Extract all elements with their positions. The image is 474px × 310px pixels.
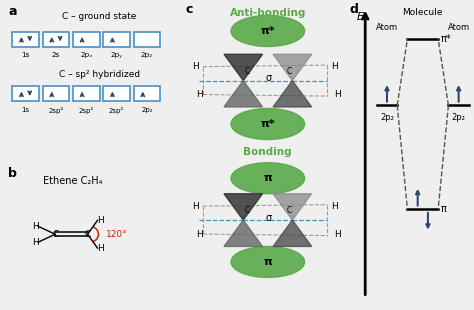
- Text: 2s: 2s: [52, 52, 60, 58]
- Polygon shape: [273, 220, 311, 246]
- Text: d: d: [350, 3, 359, 16]
- Text: C: C: [244, 206, 249, 215]
- Polygon shape: [273, 194, 311, 220]
- Text: H: H: [196, 229, 203, 239]
- Text: b: b: [9, 167, 17, 180]
- Text: 2p₂: 2p₂: [452, 113, 465, 122]
- Text: π*: π*: [261, 119, 275, 129]
- Text: H: H: [196, 90, 203, 99]
- Bar: [12, 32, 39, 47]
- Bar: [43, 32, 69, 47]
- Text: 1s: 1s: [21, 107, 30, 113]
- Text: H: H: [192, 202, 199, 211]
- Text: 120°: 120°: [106, 230, 127, 239]
- Text: σ: σ: [265, 213, 272, 223]
- Text: C: C: [286, 67, 292, 76]
- Polygon shape: [224, 54, 263, 81]
- Text: H: H: [32, 238, 39, 247]
- Bar: [103, 86, 130, 101]
- Text: Atom: Atom: [376, 23, 398, 32]
- Text: 2sp²: 2sp²: [79, 107, 94, 113]
- Text: 2sp²: 2sp²: [48, 107, 64, 113]
- Text: E: E: [356, 12, 364, 22]
- Text: C: C: [286, 206, 292, 215]
- Text: π: π: [264, 173, 272, 183]
- Text: π: π: [264, 257, 272, 267]
- Ellipse shape: [231, 108, 305, 140]
- Text: C: C: [52, 230, 58, 239]
- Text: c: c: [185, 3, 193, 16]
- Ellipse shape: [231, 246, 305, 277]
- Text: Bonding: Bonding: [244, 147, 292, 157]
- Text: H: H: [335, 90, 341, 99]
- Text: C: C: [84, 230, 91, 239]
- Ellipse shape: [231, 16, 305, 46]
- Bar: [43, 86, 69, 101]
- Text: 2pₓ: 2pₓ: [80, 52, 92, 58]
- Text: H: H: [331, 62, 338, 71]
- Bar: [73, 32, 100, 47]
- Polygon shape: [273, 54, 311, 81]
- Ellipse shape: [231, 163, 305, 194]
- Text: H: H: [331, 202, 338, 211]
- Bar: [73, 86, 100, 101]
- Text: H: H: [97, 244, 104, 253]
- Text: H: H: [97, 216, 104, 225]
- Text: Anti-bonding: Anti-bonding: [229, 8, 306, 18]
- Text: Ethene C₂H₄: Ethene C₂H₄: [44, 176, 103, 186]
- Text: H: H: [192, 62, 199, 71]
- Polygon shape: [224, 194, 263, 220]
- Text: π*: π*: [441, 34, 451, 44]
- Text: 2p₂: 2p₂: [141, 52, 153, 58]
- Bar: [134, 86, 160, 101]
- Bar: [12, 86, 39, 101]
- Text: C: C: [244, 67, 249, 76]
- Polygon shape: [273, 81, 311, 107]
- Text: H: H: [335, 229, 341, 239]
- Polygon shape: [224, 81, 263, 107]
- Text: H: H: [32, 222, 39, 231]
- Text: 2p₂: 2p₂: [141, 107, 153, 113]
- Text: Atom: Atom: [447, 23, 470, 32]
- Text: π: π: [441, 204, 447, 214]
- Polygon shape: [224, 220, 263, 246]
- Bar: [134, 32, 160, 47]
- Text: C – ground state: C – ground state: [63, 12, 137, 21]
- Text: 2p₂: 2p₂: [380, 113, 394, 122]
- Text: 2sp²: 2sp²: [109, 107, 124, 113]
- Text: π*: π*: [261, 26, 275, 36]
- Text: C – sp² hybridized: C – sp² hybridized: [59, 70, 140, 79]
- Text: σ: σ: [265, 73, 272, 83]
- Text: 1s: 1s: [21, 52, 30, 58]
- Text: 2pᵧ: 2pᵧ: [110, 52, 123, 58]
- Text: a: a: [9, 5, 17, 18]
- Text: Molecule: Molecule: [402, 8, 443, 17]
- Bar: [103, 32, 130, 47]
